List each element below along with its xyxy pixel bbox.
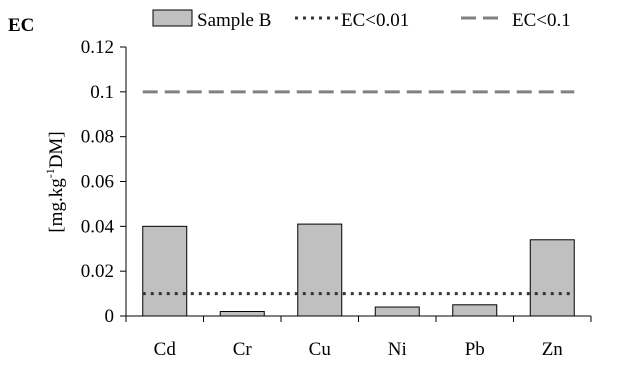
bar-cr bbox=[219, 311, 265, 317]
x-tick-label: Pb bbox=[465, 339, 485, 360]
bar-cu bbox=[297, 223, 343, 317]
y-tick-label: 0.12 bbox=[81, 37, 114, 58]
bar-ni bbox=[374, 306, 420, 317]
plot-area: 0 0.02 0.04 0.06 0.08 0.1 0.12 Cd Cr Cu Ni Pb Zn bbox=[81, 37, 592, 360]
legend-label-ec-001: EC<0.01 bbox=[341, 10, 409, 31]
y-tick-label: 0.1 bbox=[90, 82, 114, 103]
x-tick-label: Cd bbox=[154, 339, 177, 360]
bar-zn bbox=[529, 239, 575, 317]
y-tick-label: 0.06 bbox=[81, 172, 114, 193]
y-tick-label: 0.08 bbox=[81, 127, 114, 148]
x-tick-label: Cu bbox=[309, 339, 332, 360]
y-tick-label: 0 bbox=[105, 306, 115, 327]
legend-label-ec-01: EC<0.1 bbox=[512, 10, 571, 31]
y-tick-label: 0.02 bbox=[81, 261, 114, 282]
legend-swatch-sample-b bbox=[152, 9, 193, 27]
bar-cd bbox=[142, 225, 188, 317]
x-tick-label: Zn bbox=[542, 339, 564, 360]
y-axis-title: [mg.kg-1DM] bbox=[43, 131, 67, 232]
panel-label: EC bbox=[8, 15, 34, 36]
x-tick-label: Cr bbox=[233, 339, 253, 360]
legend-label-sample-b: Sample B bbox=[197, 10, 271, 31]
x-tick-label: Ni bbox=[388, 339, 407, 360]
bar-pb bbox=[452, 304, 498, 317]
y-tick-label: 0.04 bbox=[81, 216, 115, 237]
legend: Sample B EC<0.01 EC<0.1 bbox=[152, 9, 571, 31]
